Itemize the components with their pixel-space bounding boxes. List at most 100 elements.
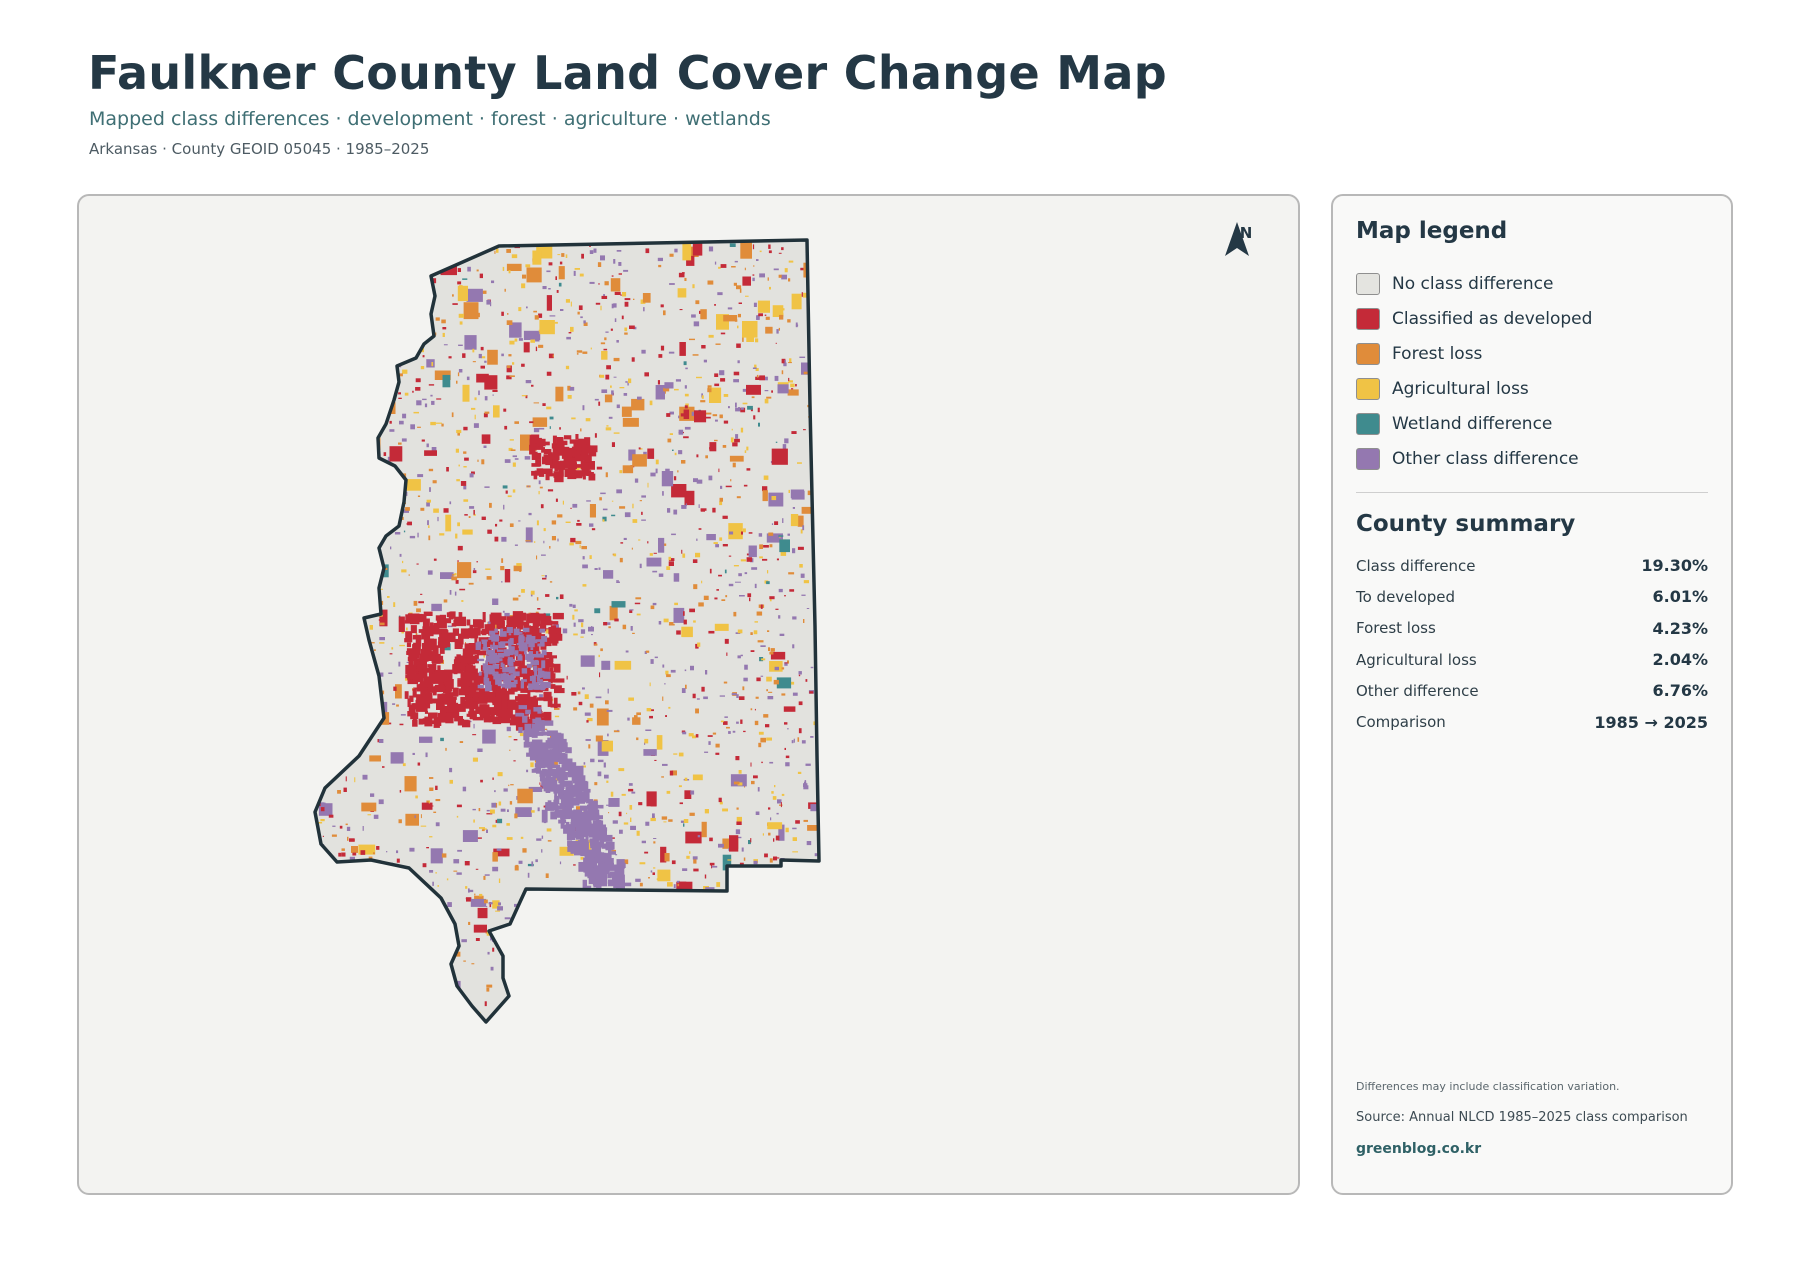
change-patch [820,476,826,485]
change-patch [804,955,812,971]
change-patch [417,1015,424,1019]
change-patch [401,569,407,573]
change-patch [518,338,523,341]
change-patch [681,505,687,509]
change-patch [549,546,551,549]
change-patch [684,500,689,502]
change-patch [733,282,737,286]
change-patch [398,397,402,399]
change-patch [719,414,723,419]
change-patch [582,911,588,914]
change-patch [631,357,635,362]
change-patch [543,449,552,455]
change-patch [768,250,772,254]
change-patch [628,991,633,995]
change-patch [800,922,812,930]
change-patch [775,976,780,982]
change-patch [573,439,577,443]
change-patch [716,907,718,910]
change-patch [530,750,537,761]
change-patch [782,957,784,959]
change-patch [482,729,496,744]
change-patch [639,563,642,569]
change-patch [477,658,485,662]
change-patch [602,824,606,829]
change-patch [685,684,687,689]
change-patch [664,853,670,862]
change-patch [566,907,571,912]
change-patch [759,273,765,278]
change-patch [723,315,738,322]
change-patch [726,652,728,656]
change-patch [591,971,597,974]
change-patch [820,513,821,517]
change-patch [603,1034,606,1038]
change-patch [532,739,543,745]
change-patch [822,385,836,392]
change-patch [797,771,802,774]
change-patch [607,733,609,737]
change-patch [810,736,814,738]
site-link[interactable]: greenblog.co.kr [1356,1141,1482,1157]
change-patch [380,414,385,419]
change-patch [718,797,722,803]
change-patch [591,949,596,951]
change-patch [788,489,790,493]
change-patch [432,278,437,284]
change-patch [775,835,780,841]
summary-row: Agricultural loss 2.04% [1356,644,1708,675]
change-patch [740,427,744,433]
change-patch [588,876,596,885]
change-patch [338,852,342,857]
change-patch [689,608,695,613]
summary-row: Comparison 1985 → 2025 [1356,706,1708,737]
change-patch [730,437,734,443]
change-patch [570,800,580,806]
change-patch [326,1034,329,1037]
change-patch [608,1022,609,1025]
change-patch [539,763,545,767]
change-patch [575,434,579,440]
change-patch [554,931,560,936]
change-patch [606,365,611,370]
change-patch [328,814,334,818]
change-patch [498,642,506,649]
change-patch [818,1019,819,1022]
change-patch [352,720,357,725]
change-patch [703,359,707,363]
change-patch [736,496,741,499]
change-patch [439,630,449,640]
change-patch [762,486,768,492]
change-patch [358,680,363,685]
change-patch [773,838,775,842]
change-patch [698,528,702,530]
change-patch [412,1023,418,1026]
county-map[interactable] [79,196,1300,1195]
change-patch [350,981,355,983]
change-patch [529,421,534,424]
change-patch [346,395,350,399]
change-patch [402,369,408,374]
change-patch [333,494,336,499]
change-patch [814,515,818,517]
change-patch [585,999,590,1004]
change-patch [719,497,723,502]
change-patch [349,467,352,469]
change-patch [511,630,517,642]
change-patch [627,717,630,721]
map-panel[interactable]: N [77,194,1300,1195]
change-patch [315,699,328,706]
change-patch [536,555,538,560]
change-patch [492,716,502,725]
change-patch [388,905,394,908]
change-patch [735,402,737,408]
change-patch [554,472,564,483]
change-patch [555,498,558,502]
change-patch [426,800,430,805]
change-patch [412,719,418,727]
change-patch [708,630,715,634]
legend-label: Other class difference [1392,448,1579,469]
change-patch [421,643,432,654]
change-patch [784,662,788,664]
change-patch [627,1002,631,1004]
